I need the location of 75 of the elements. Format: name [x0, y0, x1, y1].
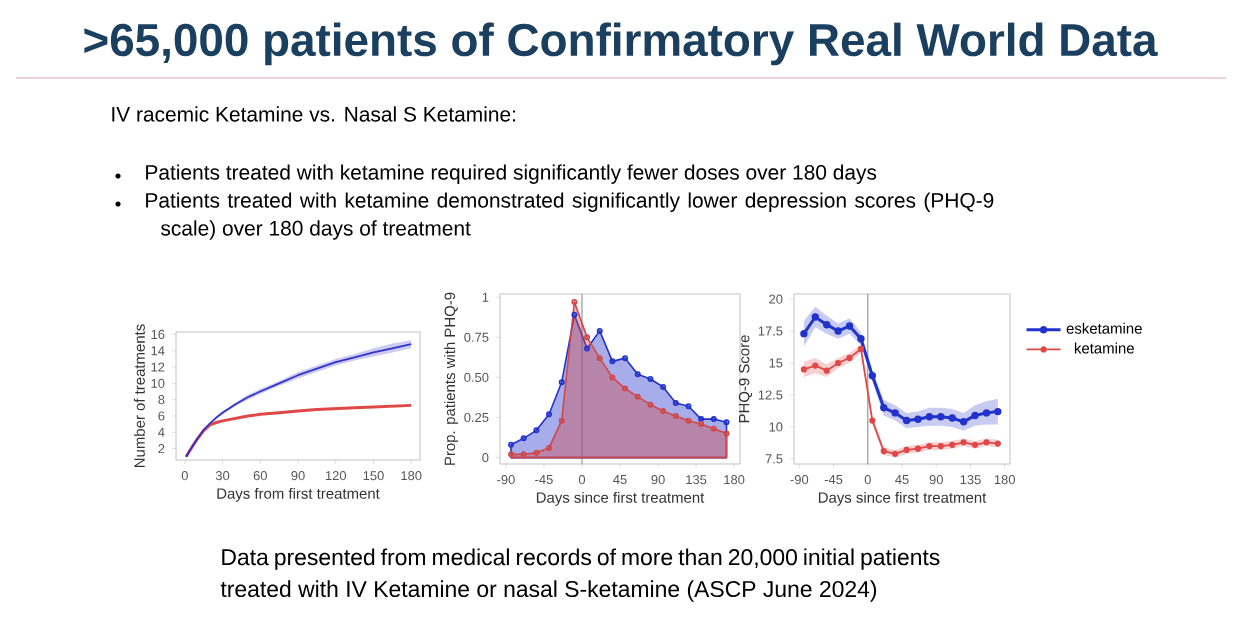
point	[971, 441, 979, 448]
point	[723, 419, 730, 426]
point	[868, 372, 877, 380]
point	[710, 425, 717, 432]
point	[902, 416, 911, 425]
point	[571, 311, 578, 318]
point	[660, 408, 667, 415]
point	[823, 367, 830, 374]
point	[994, 407, 1002, 416]
point	[660, 384, 667, 391]
point	[723, 430, 730, 437]
point	[520, 435, 527, 442]
point	[891, 409, 899, 417]
point	[903, 446, 910, 454]
point	[823, 320, 831, 329]
point	[937, 413, 945, 421]
point	[609, 374, 616, 381]
text: IV racemic Ketamine vs. Nasal S Ketamine:	[112, 106, 516, 122]
point	[672, 400, 679, 407]
point	[960, 439, 967, 446]
point	[812, 362, 819, 369]
point	[892, 450, 899, 457]
point	[925, 413, 934, 421]
point	[647, 401, 654, 408]
point	[571, 299, 578, 306]
point	[959, 418, 968, 426]
point	[609, 358, 616, 365]
point	[811, 313, 820, 321]
point	[596, 355, 603, 362]
point	[937, 443, 944, 450]
point	[508, 441, 515, 448]
point	[685, 417, 692, 424]
point	[846, 354, 853, 362]
point	[800, 366, 807, 373]
text: Patients treated with ketamine required significantly fewer doses over 180 days	[146, 164, 877, 184]
point	[622, 385, 629, 392]
point	[546, 411, 553, 418]
point	[983, 439, 990, 446]
point	[584, 334, 591, 341]
point	[558, 379, 565, 386]
point	[533, 427, 540, 434]
point	[914, 445, 922, 452]
point	[685, 403, 692, 410]
point	[596, 327, 603, 334]
point	[672, 412, 679, 419]
point	[869, 417, 876, 424]
point	[880, 448, 887, 455]
point	[546, 444, 553, 451]
point	[971, 411, 979, 420]
point	[622, 355, 629, 362]
point	[520, 451, 527, 458]
point	[948, 414, 956, 422]
point	[533, 449, 540, 456]
point	[634, 393, 641, 400]
text: Patients treated with ketamine demonstrated significantly lower depression scores (PHQ-9 scale) over 180 days of treatment	[146, 192, 994, 240]
point	[949, 441, 956, 448]
text: Data presented from medical records of more than 20,000 initial patients treated with IV Ketamine or nasal S-ketamine (ASCP June 2024)	[220, 548, 940, 602]
point	[857, 345, 865, 353]
point	[835, 359, 842, 367]
point	[647, 376, 654, 382]
text: >65,000 patients of Confirmatory Real World Data	[84, 22, 1158, 66]
point	[914, 415, 922, 423]
point	[834, 327, 842, 335]
point	[800, 329, 808, 338]
point	[710, 416, 717, 423]
point	[994, 440, 1001, 447]
point	[880, 404, 888, 412]
point	[584, 345, 591, 352]
point	[926, 443, 933, 450]
point	[857, 335, 865, 343]
point	[845, 322, 854, 330]
point	[634, 371, 641, 378]
point	[982, 409, 991, 417]
point	[558, 417, 565, 424]
point	[508, 451, 515, 458]
